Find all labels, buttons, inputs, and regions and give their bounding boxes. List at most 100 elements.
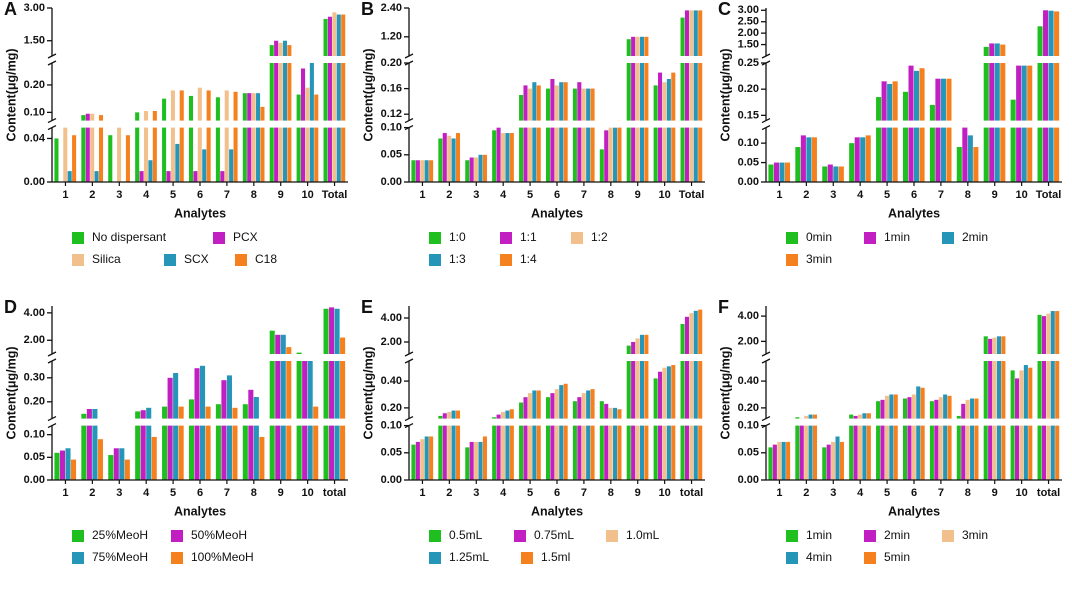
x-tick-label: 4 bbox=[500, 487, 507, 499]
y-tick-label: 3.00 bbox=[24, 2, 45, 14]
x-axis-label: Analytes bbox=[888, 206, 940, 220]
bar bbox=[827, 164, 833, 182]
bar bbox=[167, 377, 173, 480]
bar bbox=[935, 78, 941, 182]
bar bbox=[536, 390, 541, 480]
x-tick-label: 6 bbox=[197, 487, 203, 499]
bar bbox=[1048, 10, 1054, 182]
bar bbox=[934, 399, 939, 480]
y-tick-label: 0.20 bbox=[738, 402, 759, 414]
x-tick-label: total bbox=[323, 487, 346, 499]
y-tick-label: 0.00 bbox=[381, 176, 402, 188]
bar bbox=[469, 157, 474, 182]
bar bbox=[768, 447, 773, 480]
x-tick-label: 9 bbox=[992, 189, 998, 201]
bar bbox=[940, 78, 946, 182]
panel: 0.00 0.04 0.10 0.20 1.50 3.00 1 2 3 4 5 6 7 8 9 10 Total… bbox=[4, 0, 350, 266]
bar bbox=[220, 171, 225, 182]
x-tick-label: 9 bbox=[635, 487, 641, 499]
bar bbox=[559, 385, 564, 480]
legend-swatch bbox=[786, 530, 798, 542]
bar bbox=[54, 138, 59, 182]
y-tick-label: 0.00 bbox=[738, 474, 759, 486]
bar bbox=[929, 401, 934, 480]
x-tick-label: 7 bbox=[224, 487, 230, 499]
bar bbox=[563, 383, 568, 480]
axis-break-mark bbox=[404, 53, 414, 59]
y-axis-label: Content(μg/mg) bbox=[361, 48, 375, 141]
bar bbox=[590, 88, 595, 182]
bar bbox=[143, 111, 149, 182]
bar bbox=[447, 135, 452, 182]
x-tick-label: 6 bbox=[911, 487, 917, 499]
x-tick-label: 3 bbox=[473, 189, 479, 201]
legend-swatch bbox=[514, 530, 526, 542]
bar bbox=[215, 404, 221, 480]
y-tick-label: 0.10 bbox=[24, 106, 45, 118]
legend-swatch bbox=[786, 232, 798, 244]
bar bbox=[492, 130, 497, 182]
bar bbox=[415, 441, 420, 480]
x-tick-label: 7 bbox=[581, 487, 587, 499]
y-tick-label: 0.10 bbox=[381, 420, 402, 432]
bar bbox=[108, 455, 114, 480]
bar bbox=[947, 395, 952, 480]
bar bbox=[838, 166, 844, 182]
bar bbox=[451, 138, 456, 182]
bar bbox=[278, 42, 283, 183]
bar bbox=[698, 309, 703, 480]
bar bbox=[173, 373, 179, 480]
bar bbox=[808, 414, 813, 480]
x-tick-label: 8 bbox=[608, 189, 614, 201]
axis-break-gap bbox=[46, 56, 350, 63]
panel: 0.00 0.05 0.10 0.12 0.16 0.20 1.20 2.40 1 2 3 4 5 6 7 8… bbox=[361, 0, 707, 266]
bar bbox=[148, 160, 153, 182]
bar bbox=[773, 162, 780, 182]
legend-label: 75%MeoH bbox=[92, 550, 148, 564]
bar bbox=[188, 95, 194, 182]
legend-swatch bbox=[171, 552, 183, 564]
axis-break-mark bbox=[404, 358, 414, 364]
bar bbox=[81, 115, 86, 182]
y-tick-label: 0.40 bbox=[381, 375, 402, 387]
bar bbox=[604, 130, 609, 182]
bar bbox=[205, 406, 211, 480]
bar bbox=[1000, 44, 1006, 183]
x-tick-label: 5 bbox=[884, 189, 890, 201]
bar bbox=[478, 441, 483, 480]
x-tick-label: 10 bbox=[659, 487, 671, 499]
x-tick-label: 4 bbox=[143, 189, 150, 201]
y-axis-label: Content(μg/mg) bbox=[718, 48, 732, 141]
y-tick-label: 0.05 bbox=[738, 447, 759, 459]
panel: 0.00 0.05 0.10 0.20 0.40 2.00 4.00 1 2 3 4 5 6 7 8 9 10 t… bbox=[718, 297, 1064, 564]
bar bbox=[323, 18, 328, 183]
legend-swatch bbox=[864, 530, 876, 542]
axis-break-mark bbox=[47, 416, 57, 422]
bar bbox=[635, 36, 640, 182]
x-tick-label: 5 bbox=[527, 189, 533, 201]
bar bbox=[862, 413, 867, 480]
y-tick-label: 0.10 bbox=[24, 429, 45, 441]
bar bbox=[92, 409, 98, 480]
bar bbox=[822, 166, 828, 182]
bar bbox=[689, 10, 694, 183]
bar bbox=[806, 137, 812, 182]
bar bbox=[332, 12, 337, 183]
bar bbox=[420, 160, 425, 182]
legend-label: 1.25mL bbox=[449, 550, 489, 564]
y-tick-label: 0.05 bbox=[381, 149, 402, 161]
legend-swatch bbox=[606, 530, 618, 542]
bar bbox=[424, 160, 429, 182]
bar bbox=[329, 307, 335, 480]
y-tick-label: 2.00 bbox=[738, 27, 759, 39]
y-tick-label: 0.05 bbox=[381, 447, 402, 459]
bar bbox=[247, 93, 252, 182]
bar bbox=[617, 120, 622, 182]
bar bbox=[72, 135, 77, 182]
legend-swatch bbox=[786, 552, 798, 564]
bar bbox=[465, 160, 470, 182]
axis-break-mark bbox=[761, 125, 771, 131]
bar bbox=[1041, 316, 1046, 480]
bar bbox=[296, 94, 301, 182]
bar bbox=[563, 82, 568, 182]
